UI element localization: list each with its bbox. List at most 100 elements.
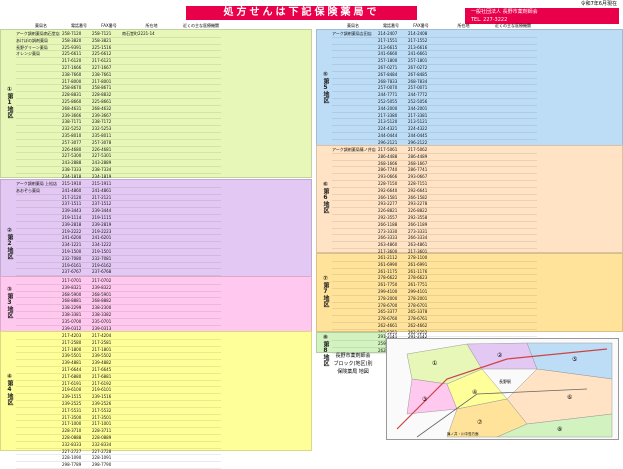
pharmacy-name	[332, 161, 378, 167]
pharmacy-row: 238-7171 238-7172	[16, 119, 221, 127]
pharmacy-name	[16, 312, 62, 318]
pharmacy-fax: 278-1100	[408, 255, 428, 260]
nearby-clinics	[177, 249, 221, 255]
nearby-clinics	[177, 449, 221, 455]
pharmacy-name: あけぼの調剤薬局	[16, 37, 48, 43]
pharmacy-address	[438, 72, 493, 78]
pharmacy-tel: 262-5251	[378, 329, 398, 335]
pharmacy-fax: 239-1516	[92, 394, 112, 400]
nearby-clinics	[177, 408, 221, 414]
pharmacy-address	[438, 154, 493, 160]
pharmacy-name	[332, 323, 378, 329]
pharmacy-address	[122, 381, 177, 387]
pharmacy-row: 219-6100 219-6101	[16, 387, 221, 395]
pharmacy-name	[332, 222, 378, 228]
publisher-name: 一般社団法人 長野市薬剤師会	[471, 9, 538, 15]
pharmacy-name	[16, 208, 62, 214]
pharmacy-address	[438, 65, 493, 71]
col-headers-left: 薬局名 電話番号 FAX番号 所在地 近くの主な医療機関	[18, 22, 223, 29]
pharmacy-row: オレンジ薬局 225-6611 225-6612	[16, 51, 221, 59]
pharmacy-row: 227-1666 227-1667	[16, 65, 221, 72]
pharmacy-tel: 241-6200	[62, 235, 82, 241]
pharmacy-address	[438, 201, 493, 207]
pharmacy-fax: 286-4489	[408, 153, 428, 159]
nearby-clinics	[177, 160, 221, 166]
pharmacy-fax: 217-6121	[92, 58, 112, 64]
pharmacy-address	[122, 208, 177, 214]
pharmacy-name: オレンジ薬局	[16, 51, 40, 57]
date-text: 令和7年6月現在	[580, 1, 617, 7]
pharmacy-name	[16, 215, 62, 221]
map-direction-label: 篠ノ井・川中島方面	[447, 431, 479, 436]
pharmacy-row: 261-7750 261-7751	[332, 282, 537, 289]
pharmacy-address	[122, 394, 177, 400]
pharmacy-fax: 273-3331	[408, 228, 428, 234]
pharmacy-address: 南石堂町2221-14	[122, 31, 155, 36]
pharmacy-fax: 225-1516	[92, 44, 112, 50]
pharmacy-fax: 226-8822	[408, 208, 428, 214]
pharmacy-row: 243-2888 243-2889	[16, 160, 221, 167]
pharmacy-row: 234-1221 234-1222	[16, 242, 221, 249]
pharmacy-row: アーク調剤薬局篠ノ井店 217-5061 217-5062	[332, 147, 537, 154]
pharmacy-name	[332, 45, 378, 51]
pharmacy-name	[16, 85, 62, 91]
pharmacy-tel: 217-8000	[62, 78, 82, 84]
nearby-clinics	[493, 51, 537, 57]
pharmacy-address	[122, 360, 177, 366]
pharmacy-fax: 258-7121	[92, 31, 112, 36]
pharmacy-row: 239-1515 239-1516	[16, 394, 221, 401]
pharmacy-tel: 225-6611	[62, 51, 82, 57]
pharmacy-tel: 232-7080	[62, 255, 82, 261]
pharmacy-tel: 234-1221	[62, 242, 82, 248]
pharmacy-tel: 228-1090	[62, 455, 82, 461]
pharmacy-name	[332, 208, 378, 214]
pharmacy-name	[332, 309, 378, 315]
pharmacy-tel: 239-5501	[62, 353, 82, 359]
pharmacy-tel: 228-0888	[62, 434, 82, 440]
pharmacy-fax: 257-1801	[408, 58, 428, 64]
col-header-fax: FAX番号	[413, 23, 429, 28]
pharmacy-tel: 217-6120	[62, 58, 82, 64]
pharmacy-address	[438, 208, 493, 214]
nearby-clinics	[177, 195, 221, 201]
pharmacy-row: 219-1114 219-1115	[16, 215, 221, 222]
publisher-box: 一般社団法人 長野市薬剤師会 TEL. 227-3222	[465, 8, 619, 24]
pharmacy-fax: 228-7151	[408, 180, 428, 186]
pharmacy-address	[438, 113, 493, 119]
pharmacy-address	[122, 222, 177, 228]
pharmacy-fax: 227-5301	[92, 153, 112, 159]
pharmacy-fax: 225-8661	[92, 98, 112, 104]
pharmacy-row: 286-4488 286-4489	[332, 154, 537, 161]
pharmacy-fax: 227-1667	[92, 64, 112, 70]
pharmacy-row: 266-3333 266-3334	[332, 235, 537, 243]
pharmacy-row: 217-5531 217-5532	[16, 408, 221, 415]
pharmacy-fax: 219-1501	[92, 248, 112, 254]
pharmacy-tel: 217-2580	[62, 339, 82, 345]
pharmacy-fax: 258-3821	[92, 37, 112, 43]
pharmacy-tel: 278-6622	[378, 275, 398, 281]
pharmacy-address	[438, 289, 493, 295]
nearby-clinics	[493, 45, 537, 51]
pharmacy-address	[438, 106, 493, 112]
pharmacy-name: アーク調剤薬局南石堂店	[16, 31, 60, 36]
pharmacy-address	[122, 333, 177, 339]
pharmacy-fax: 239-4882	[92, 360, 112, 366]
pharmacy-tel: 293-0666	[378, 174, 398, 180]
nearby-clinics	[177, 38, 221, 44]
pharmacy-row: 219-2222 219-2223	[16, 229, 221, 236]
pharmacy-name	[332, 167, 378, 173]
nearby-clinics	[177, 79, 221, 85]
nearby-clinics	[493, 275, 537, 281]
pharmacy-address	[438, 79, 493, 85]
pharmacy-tel: 237-6767	[62, 269, 82, 275]
pharmacy-fax: 299-4101	[408, 288, 428, 294]
pharmacy-tel: 239-2818	[62, 221, 82, 227]
pharmacy-row: 278-6622 278-6623	[332, 275, 537, 283]
pharmacy-fax: 226-4681	[92, 146, 112, 152]
pharmacy-name	[16, 360, 62, 366]
nearby-clinics	[177, 222, 221, 228]
pharmacy-fax: 217-8001	[92, 78, 112, 84]
map-label-4: ④	[472, 389, 477, 396]
pharmacy-address	[122, 160, 177, 166]
pharmacy-tel: 258-3820	[62, 37, 82, 43]
